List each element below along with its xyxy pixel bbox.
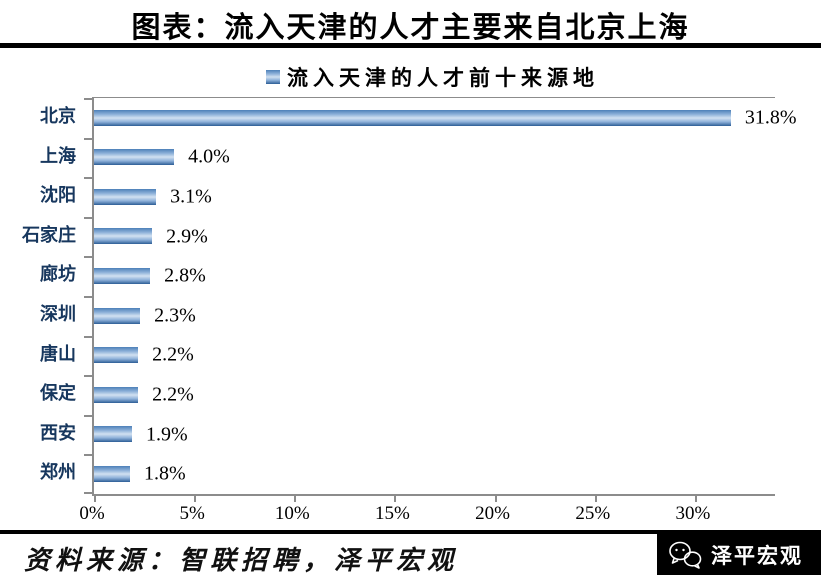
value-label: 2.2% <box>152 383 194 406</box>
bar-row: 2.8% <box>94 256 775 296</box>
category-tick <box>84 492 92 494</box>
value-label: 1.8% <box>144 462 186 485</box>
bar-上海 <box>94 149 175 166</box>
value-label: 2.3% <box>154 304 196 327</box>
bottom-divider <box>0 530 821 534</box>
legend-swatch-icon <box>266 70 280 84</box>
value-axis-tick <box>94 496 96 502</box>
bar-沈阳 <box>94 188 157 205</box>
bar-row: 2.2% <box>94 375 775 415</box>
value-axis-tick <box>594 496 597 502</box>
brand-label: 泽平宏观 <box>711 543 803 568</box>
value-axis-tick-label: 25% <box>575 503 611 524</box>
bar-保定 <box>94 386 139 403</box>
chart-legend: 流入天津的人才前十来源地 <box>92 65 773 90</box>
bar-row: 4.0% <box>94 138 775 178</box>
value-axis-tick-label: 30% <box>675 503 711 524</box>
bar-郑州 <box>94 465 131 482</box>
value-axis-tick-label: 20% <box>475 503 510 524</box>
page-title: 图表：流入天津的人才主要来自北京上海 <box>131 12 690 44</box>
category-tick <box>84 414 92 417</box>
source-note: 资料来源：智联招聘，泽平宏观 <box>24 546 459 575</box>
value-label: 1.9% <box>146 423 188 446</box>
brand-badge: 泽平宏观 <box>657 534 821 575</box>
value-label: 4.0% <box>188 145 230 168</box>
value-label: 3.1% <box>170 185 212 208</box>
category-label: 沈阳 <box>40 185 76 206</box>
bar-row: 31.8% <box>94 98 797 138</box>
bar-row: 1.9% <box>94 415 775 455</box>
value-axis-tick <box>394 496 397 502</box>
bar-廊坊 <box>94 267 151 284</box>
category-label: 深圳 <box>40 304 76 324</box>
bar-北京 <box>94 109 731 126</box>
value-axis-labels: 0% 5% 10% 15% 20% 25% 30% <box>79 503 773 527</box>
category-label: 郑州 <box>40 462 76 483</box>
value-label: 2.9% <box>166 225 208 248</box>
bar-row: 2.2% <box>94 336 775 376</box>
category-tick <box>84 216 92 219</box>
value-label: 31.8% <box>744 106 797 129</box>
category-label: 北京 <box>40 106 76 126</box>
category-tick <box>84 375 92 378</box>
category-label: 上海 <box>40 145 76 166</box>
category-tick <box>84 335 92 338</box>
value-axis-tick <box>194 496 197 502</box>
plot-area: 31.8% 4.0% 3.1% 2.9% 2.8% 2.3% 2.2% 2.2% 1.9% 1.8… <box>84 97 797 502</box>
value-axis-tick <box>494 496 497 502</box>
bar-row: 2.3% <box>94 296 775 336</box>
category-label: 石家庄 <box>22 224 76 245</box>
bar-row: 2.9% <box>94 217 775 257</box>
category-label: 唐山 <box>40 343 76 364</box>
category-tick <box>84 98 92 100</box>
value-axis-tick-label: 10% <box>274 503 310 524</box>
legend-label: 流入天津的人才前十来源地 <box>287 66 599 90</box>
value-axis-tick-label: 5% <box>179 503 205 524</box>
bar-石家庄 <box>94 228 153 245</box>
top-divider <box>0 43 821 48</box>
value-label: 2.8% <box>164 264 206 287</box>
category-tick <box>84 137 92 140</box>
bar-深圳 <box>94 307 141 324</box>
bar-row: 3.1% <box>94 177 775 217</box>
bar-row: 1.8% <box>94 454 775 494</box>
category-label: 保定 <box>40 383 76 404</box>
value-axis-tick-label: 15% <box>375 503 410 524</box>
category-tick <box>84 256 92 259</box>
category-label: 西安 <box>40 422 76 443</box>
value-axis-tick-label: 0% <box>79 503 105 524</box>
value-axis-tick <box>294 496 297 502</box>
category-label: 廊坊 <box>40 264 76 285</box>
category-tick <box>84 177 92 180</box>
bar-唐山 <box>94 347 139 364</box>
value-label: 2.2% <box>152 343 194 366</box>
category-tick <box>84 296 92 298</box>
chat-bubbles-icon <box>669 541 702 569</box>
category-axis-labels: 北京上海沈阳石家庄廊坊深圳唐山保定西安郑州 <box>0 97 84 493</box>
value-axis-tick <box>694 496 697 502</box>
category-tick <box>84 454 92 457</box>
bar-西安 <box>94 426 133 443</box>
